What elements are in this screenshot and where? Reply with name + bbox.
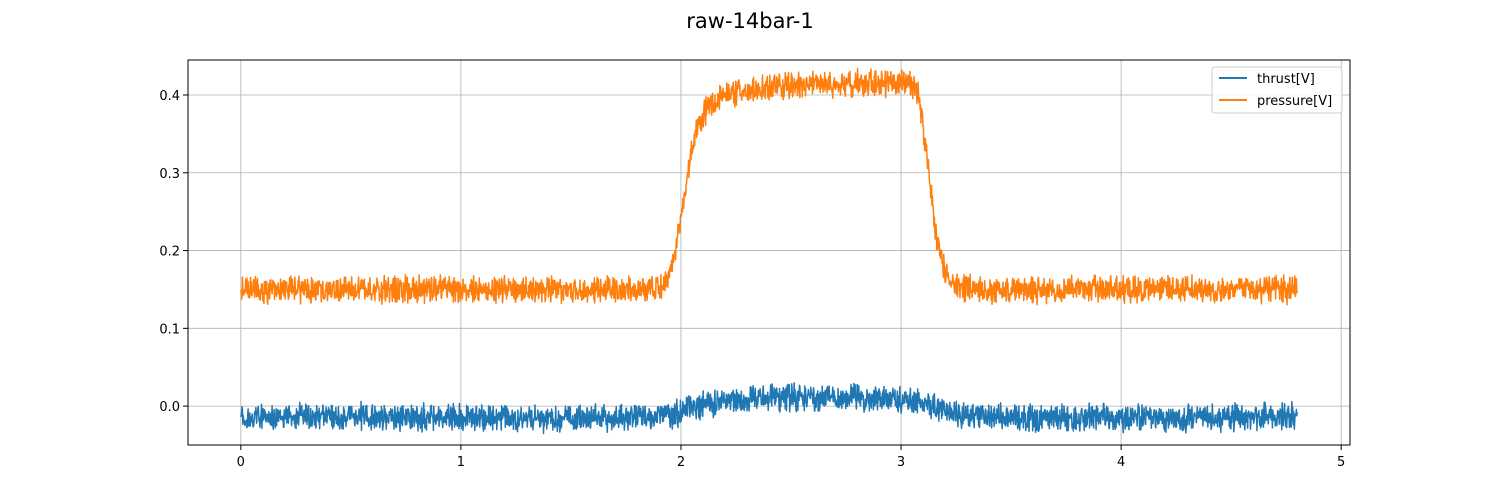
series-line-thrust [240, 382, 1298, 435]
y-tick-label: 0.1 [159, 322, 180, 337]
plot-area [240, 67, 1298, 435]
x-tick-label: 3 [897, 455, 905, 470]
y-axis: 0.0 0.1 0.2 0.3 0.4 [159, 89, 188, 415]
chart-title: raw-14bar-1 [686, 9, 813, 33]
y-tick-label: 0.4 [159, 89, 180, 104]
x-tick-label: 2 [677, 455, 685, 470]
y-tick-label: 0.0 [159, 400, 180, 415]
x-tick-label: 4 [1117, 455, 1125, 470]
legend: thrust[V] pressure[V] [1211, 66, 1343, 114]
x-axis: 0 1 2 3 4 5 [237, 445, 1345, 470]
y-tick-label: 0.2 [159, 245, 180, 260]
legend-label-pressure: pressure[V] [1257, 94, 1332, 109]
series-line-pressure [240, 67, 1298, 306]
x-tick-label: 1 [457, 455, 465, 470]
x-tick-label: 0 [237, 455, 245, 470]
legend-label-thrust: thrust[V] [1257, 72, 1315, 87]
y-tick-label: 0.3 [159, 167, 180, 182]
grid [188, 60, 1350, 445]
axes-frame [187, 59, 1351, 446]
x-tick-label: 5 [1337, 455, 1345, 470]
